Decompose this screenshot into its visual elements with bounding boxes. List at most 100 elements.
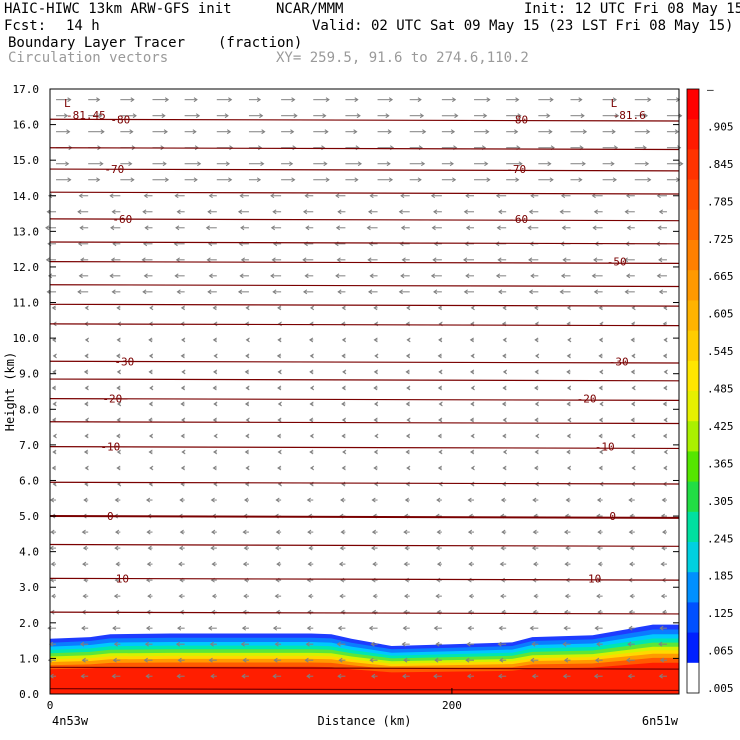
wind-vector-head	[400, 273, 405, 279]
wind-vector-head	[463, 209, 468, 215]
wind-vector-head	[213, 401, 218, 407]
wind-vector-head	[210, 545, 215, 551]
wind-vector-head	[273, 657, 278, 663]
wind-vector-head	[502, 353, 507, 359]
wind-vector-head	[270, 193, 275, 199]
colorbar-label: .845	[707, 158, 734, 171]
wind-vector-head	[147, 545, 152, 551]
wind-vector	[277, 417, 282, 423]
wind-vector-head	[623, 257, 628, 263]
wind-vector-head	[500, 497, 506, 503]
wind-vector-head	[100, 129, 105, 135]
forecast-label: Fcst:	[4, 18, 47, 34]
wind-vector	[337, 209, 346, 215]
wind-vector-head	[210, 673, 215, 679]
wind-vector-head	[309, 305, 315, 311]
wind-vector	[405, 353, 411, 359]
wind-vector	[56, 177, 72, 183]
wind-vector-head	[628, 625, 633, 631]
wind-vector	[566, 385, 572, 391]
contour-label: -80	[110, 113, 130, 126]
wind-vector	[340, 529, 346, 535]
wind-vector	[468, 561, 475, 567]
wind-vector	[506, 113, 522, 119]
wind-vector	[243, 593, 249, 599]
wind-vector-head	[49, 497, 55, 503]
wind-vector-head	[82, 545, 88, 551]
wind-vector	[211, 529, 217, 535]
wind-vector	[143, 657, 153, 663]
wind-vector-head	[180, 305, 186, 311]
wind-vector	[406, 417, 411, 423]
wind-vector-head	[628, 529, 633, 535]
wind-vector-head	[208, 625, 213, 631]
wind-vector-head	[367, 257, 372, 263]
wind-vector-head	[181, 337, 186, 343]
wind-vector-head	[213, 353, 218, 359]
wind-vector	[309, 465, 315, 471]
wind-vector	[275, 497, 282, 503]
wind-vector-head	[77, 209, 82, 215]
wind-vector-head	[435, 641, 440, 647]
wind-vector-head	[420, 161, 426, 167]
wind-vector	[313, 161, 328, 167]
wind-vector	[110, 225, 121, 231]
wind-vector	[369, 273, 378, 279]
wind-vector-head	[435, 545, 440, 551]
wind-vector	[77, 209, 89, 215]
wind-vector	[465, 657, 475, 663]
wind-vector	[52, 449, 57, 455]
wind-vector-head	[52, 433, 57, 439]
wind-vector-head	[145, 673, 150, 679]
wind-vector	[239, 193, 249, 199]
wind-vector-head	[212, 417, 217, 423]
wind-vector	[149, 385, 154, 391]
contour-label: -20	[102, 393, 122, 406]
wind-vector-head	[237, 289, 243, 295]
wind-vector	[113, 641, 121, 647]
wind-vector-head	[67, 177, 72, 183]
wind-vector	[277, 401, 282, 407]
wind-vector	[271, 257, 282, 263]
wind-vector-head	[402, 673, 407, 679]
wind-vector-head	[245, 305, 250, 311]
y-tick-label: 7.0	[19, 439, 39, 452]
wind-vector	[80, 641, 89, 647]
wind-vector	[534, 465, 539, 471]
wind-vector-head	[466, 673, 472, 679]
wind-vector-head	[486, 177, 491, 183]
wind-vector-head	[436, 577, 441, 583]
wind-vector-head	[176, 209, 181, 215]
wind-vector	[337, 625, 346, 631]
contour-label: -80	[508, 113, 528, 126]
wind-vector-head	[240, 641, 245, 647]
wind-vector-head	[237, 209, 243, 215]
wind-vector	[373, 465, 378, 471]
wind-vector-head	[401, 257, 406, 263]
wind-vector	[180, 305, 186, 311]
wind-vector	[438, 417, 443, 423]
wind-vector	[244, 369, 249, 375]
wind-vector	[210, 545, 217, 551]
wind-vector	[436, 577, 442, 583]
wind-vector	[313, 129, 329, 135]
wind-vector-head	[630, 337, 635, 343]
wind-vector-head	[433, 625, 438, 631]
wind-vector-head	[657, 225, 662, 231]
wind-vector-head	[308, 545, 313, 551]
wind-vector-head	[404, 545, 409, 551]
wind-vector	[82, 545, 89, 551]
wind-vector-head	[597, 529, 602, 535]
wind-vector-head	[679, 161, 684, 167]
wind-vector-head	[467, 529, 473, 535]
wind-vector-head	[402, 625, 407, 631]
wind-vector	[308, 417, 314, 423]
wind-vector-head	[656, 273, 661, 279]
wind-vector-head	[83, 497, 88, 503]
wind-vector	[270, 225, 282, 231]
wind-vector	[175, 225, 185, 231]
wind-vector	[184, 177, 198, 183]
wind-vector	[81, 529, 89, 535]
wind-vector	[51, 593, 57, 599]
wind-vector	[81, 625, 89, 631]
